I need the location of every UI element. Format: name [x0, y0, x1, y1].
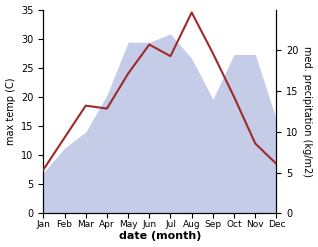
- Y-axis label: max temp (C): max temp (C): [5, 78, 16, 145]
- Y-axis label: med. precipitation (kg/m2): med. precipitation (kg/m2): [302, 46, 313, 177]
- X-axis label: date (month): date (month): [119, 231, 201, 242]
